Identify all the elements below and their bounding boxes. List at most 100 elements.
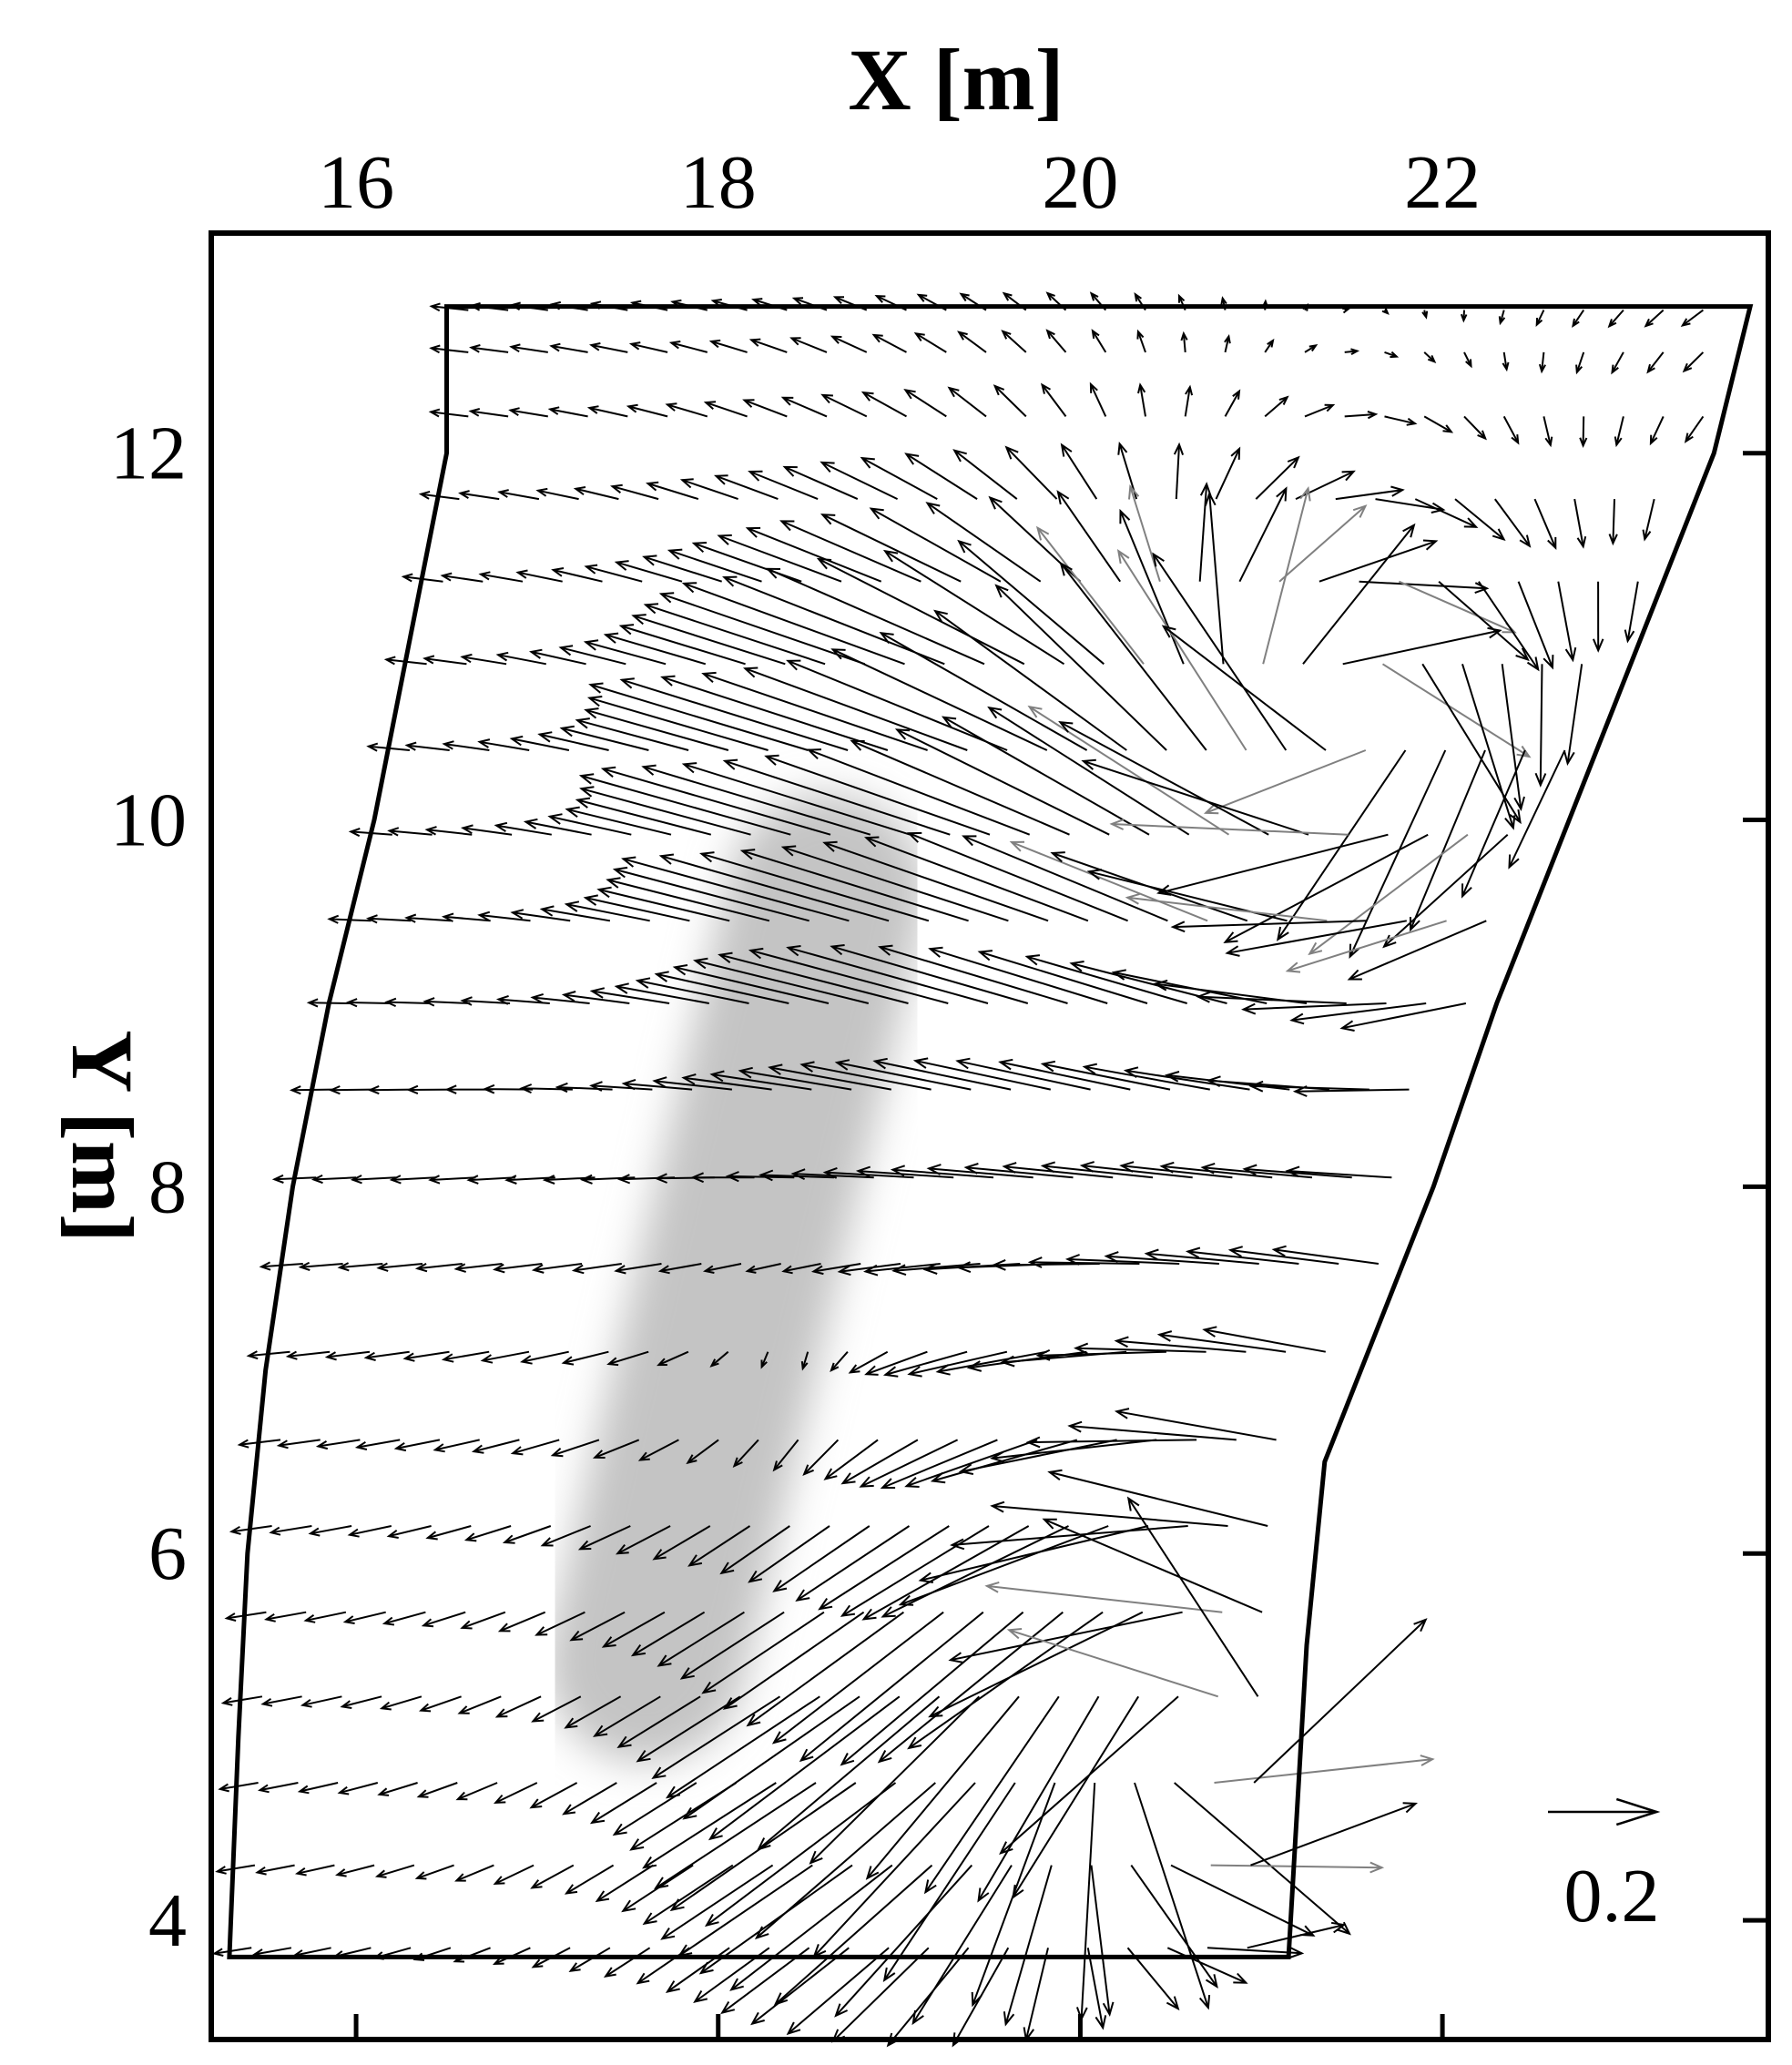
velocity-vector bbox=[779, 520, 921, 583]
velocity-vector bbox=[530, 992, 590, 1004]
velocity-vector bbox=[1414, 498, 1479, 528]
velocity-vector bbox=[977, 1695, 1100, 1903]
velocity-vector bbox=[596, 886, 730, 922]
velocity-vector bbox=[820, 461, 899, 500]
velocity-vector bbox=[1304, 344, 1319, 353]
velocity-vector bbox=[679, 478, 738, 501]
velocity-vector bbox=[1292, 1085, 1410, 1097]
velocity-vector bbox=[537, 731, 609, 751]
velocity-vector bbox=[1134, 1782, 1211, 2010]
velocity-vector bbox=[860, 391, 907, 418]
velocity-vector bbox=[1255, 455, 1300, 500]
velocity-vector bbox=[303, 1611, 347, 1623]
velocity-vector bbox=[414, 1263, 463, 1273]
velocity-vector bbox=[1557, 581, 1577, 663]
velocity-vector bbox=[748, 338, 788, 353]
velocity-vector bbox=[571, 1263, 622, 1275]
velocity-vector bbox=[822, 1166, 914, 1179]
velocity-vector bbox=[386, 1525, 432, 1539]
velocity-vector bbox=[300, 1695, 342, 1708]
velocity-vector bbox=[886, 1947, 970, 2048]
velocity-vector bbox=[948, 1611, 1183, 1663]
velocity-vector bbox=[750, 1947, 850, 2026]
velocity-vector bbox=[220, 1695, 263, 1706]
velocity-vector bbox=[962, 835, 1168, 922]
velocity-vector bbox=[1423, 351, 1437, 364]
velocity-vector bbox=[840, 1525, 990, 1617]
velocity-vector bbox=[636, 1947, 690, 1985]
velocity-vector bbox=[477, 910, 531, 922]
velocity-vector bbox=[748, 1525, 830, 1583]
velocity-vector bbox=[1119, 508, 1185, 665]
velocity-vector bbox=[1042, 1518, 1263, 1613]
velocity-vector bbox=[687, 1525, 751, 1567]
velocity-vector bbox=[999, 1695, 1179, 1855]
velocity-vector bbox=[466, 1175, 516, 1185]
velocity-vector bbox=[1012, 1695, 1140, 1900]
velocity-vector bbox=[1250, 1802, 1419, 1867]
velocity-vector bbox=[772, 1525, 871, 1592]
velocity-vector bbox=[1082, 1063, 1210, 1091]
velocity-vector bbox=[658, 853, 890, 922]
velocity-vector bbox=[510, 1439, 560, 1456]
velocity-vector bbox=[342, 1611, 386, 1624]
velocity-vector bbox=[958, 1439, 1117, 1475]
velocity-vector bbox=[263, 1611, 307, 1622]
velocity-vector bbox=[1264, 338, 1275, 353]
velocity-vector bbox=[865, 1695, 1020, 1880]
velocity-vector bbox=[1276, 749, 1407, 941]
velocity-vector bbox=[786, 945, 989, 1004]
velocity-vector bbox=[764, 754, 991, 836]
velocity-vector bbox=[497, 1611, 546, 1633]
velocity-vector bbox=[955, 1057, 1091, 1091]
velocity-vector bbox=[561, 991, 630, 1004]
velocity-vector bbox=[1238, 486, 1288, 583]
velocity-vector bbox=[441, 1350, 490, 1363]
velocity-vector bbox=[603, 632, 707, 666]
velocity-vector bbox=[729, 1864, 893, 1991]
velocity-vector bbox=[830, 1947, 930, 2043]
velocity-vector bbox=[1304, 403, 1336, 418]
velocity-vector bbox=[1248, 1080, 1369, 1093]
velocity-vector bbox=[699, 851, 930, 922]
velocity-vector bbox=[1611, 351, 1624, 375]
velocity-vector bbox=[631, 614, 786, 666]
velocity-vector bbox=[830, 944, 1029, 1004]
velocity-vector bbox=[626, 403, 668, 418]
velocity-vector bbox=[586, 696, 769, 751]
velocity-vector bbox=[612, 1782, 697, 1836]
velocity-vector bbox=[768, 1063, 891, 1091]
velocity-vector bbox=[441, 912, 491, 922]
velocity-vector bbox=[780, 396, 828, 418]
velocity-vector bbox=[742, 666, 968, 751]
velocity-vector bbox=[1203, 749, 1367, 815]
velocity-vector bbox=[1454, 498, 1506, 542]
velocity-vector bbox=[559, 725, 649, 751]
velocity-vector bbox=[1109, 819, 1349, 836]
x-axis-title: X [m] bbox=[848, 31, 1064, 128]
velocity-vector bbox=[1081, 758, 1309, 836]
velocity-vector bbox=[822, 840, 1049, 922]
velocity-vector bbox=[1649, 415, 1665, 446]
velocity-vector bbox=[1534, 664, 1547, 788]
velocity-vector bbox=[575, 797, 712, 836]
velocity-vector bbox=[745, 526, 882, 583]
velocity-vector bbox=[918, 1525, 1149, 1583]
velocity-vector bbox=[660, 675, 889, 751]
velocity-vector bbox=[1242, 1164, 1352, 1179]
velocity-vector bbox=[818, 1525, 950, 1611]
velocity-vector bbox=[1227, 1246, 1339, 1265]
reference-vector bbox=[1548, 1797, 1661, 1826]
x-tick-label: 18 bbox=[680, 140, 757, 225]
velocity-vector bbox=[463, 1525, 512, 1542]
velocity-vector bbox=[635, 977, 749, 1004]
velocity-vector bbox=[340, 1695, 382, 1709]
velocity-vector bbox=[941, 716, 1150, 836]
velocity-vector bbox=[1056, 490, 1122, 583]
y-axis: 4 6 8 10 12 bbox=[110, 412, 1768, 1963]
velocity-vector bbox=[584, 564, 643, 583]
velocity-vector bbox=[589, 987, 670, 1004]
velocity-vector bbox=[1241, 1002, 1387, 1015]
velocity-vector bbox=[347, 1525, 392, 1538]
